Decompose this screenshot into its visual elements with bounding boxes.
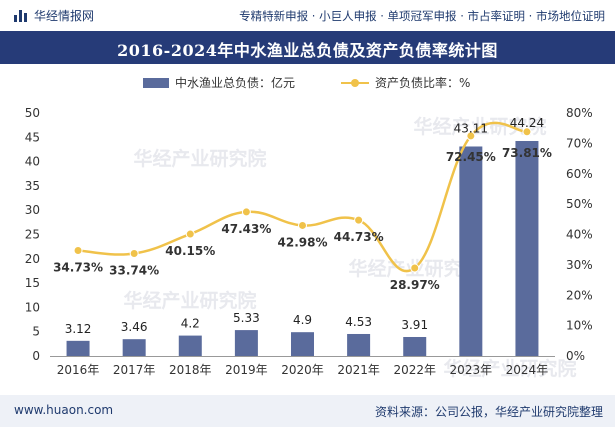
x-tick-label: 2023年 [450, 363, 493, 377]
y-left-tick-label: 20 [25, 252, 40, 266]
bar [403, 336, 427, 356]
y-right-tick-label: 40% [566, 228, 593, 242]
bar [515, 140, 539, 356]
y-right-tick-label: 20% [566, 288, 593, 302]
watermark-text: 华经产业研究院 [123, 289, 256, 312]
y-left-tick-label: 25 [25, 228, 40, 242]
ratio-point [466, 131, 476, 141]
x-tick-label: 2020年 [281, 363, 324, 377]
watermark-text: 华经产业研究院 [133, 147, 266, 170]
x-tick-label: 2022年 [393, 363, 436, 377]
ratio-point [73, 246, 83, 256]
ratio-value-label: 42.98% [278, 235, 328, 249]
y-right-tick-label: 0% [566, 349, 585, 363]
x-tick-label: 2024年 [506, 363, 549, 377]
y-left-tick-label: 35 [25, 179, 40, 193]
brand[interactable]: 华经情报网 [14, 7, 94, 24]
brand-name: 华经情报网 [34, 9, 95, 23]
y-right-tick-label: 10% [566, 319, 593, 333]
y-right-tick-label: 70% [566, 136, 593, 150]
chart-canvas: 华经产业研究院华经产业研究院华经产业研究院华经产业研究院华经产业研究院 2016… [25, 106, 593, 380]
bar-value-label: 3.91 [401, 318, 428, 332]
legend-item-ratio: 资产负债比率：% [341, 74, 470, 91]
bar-value-label: 4.9 [293, 313, 312, 327]
y-left-tick-label: 40 [25, 155, 40, 169]
ratio-value-label: 44.73% [334, 230, 384, 244]
bar-value-label: 5.33 [233, 311, 260, 325]
y-right-tick-label: 50% [566, 197, 593, 211]
service-tagline: 专精特新申报 · 小巨人申报 · 单项冠军申报 · 市占率证明 · 市场地位证明 [239, 9, 605, 23]
ratio-point [354, 215, 364, 225]
ratio-point [129, 249, 139, 259]
ratio-point [522, 127, 532, 137]
y-left-tick-label: 45 [25, 130, 40, 144]
footer-url[interactable]: www.huaon.com [14, 403, 114, 417]
ratio-point [298, 220, 307, 230]
y-right-tick-label: 80% [566, 106, 593, 120]
ratio-line [77, 121, 528, 273]
bar [347, 333, 371, 356]
y-left-tick-label: 5 [32, 325, 40, 339]
title-bar: 2016-2024年中水渔业总负债及资产负债率统计图 [0, 31, 615, 64]
x-tick-label: 2016年 [57, 363, 100, 377]
ratio-value-label: 28.97% [390, 278, 440, 292]
y-left-tick-label: 15 [25, 276, 40, 290]
bar [66, 340, 90, 356]
bar-chart-logo-icon [14, 9, 28, 22]
legend-bar-swatch [143, 77, 169, 88]
ratio-point [410, 263, 420, 273]
legend-label-ratio: 资产负债比率：% [375, 76, 471, 90]
chart-legend: 中水渔业总负债：亿元 资产负债比率：% [0, 72, 615, 92]
ratio-value-label: 72.45% [446, 150, 496, 164]
y-left-tick-label: 30 [25, 203, 40, 217]
chart-title: 2016-2024年中水渔业总负债及资产负债率统计图 [117, 41, 498, 60]
x-tick-label: 2018年 [169, 363, 212, 377]
ratio-point [185, 229, 195, 239]
bar-value-label: 4.2 [181, 317, 200, 331]
legend-label-debt: 中水渔业总负债：亿元 [175, 76, 296, 90]
ratio-value-label: 40.15% [165, 244, 215, 258]
top-bar: 华经情报网 专精特新申报 · 小巨人申报 · 单项冠军申报 · 市占率证明 · … [0, 0, 615, 31]
y-right-tick-label: 30% [566, 258, 593, 272]
bar-value-label: 3.46 [121, 320, 148, 334]
legend-item-debt: 中水渔业总负债：亿元 [143, 74, 295, 91]
bar-value-label: 43.11 [454, 121, 488, 135]
x-tick-label: 2021年 [337, 363, 380, 377]
legend-line-swatch [341, 78, 369, 88]
ratio-point [241, 207, 251, 217]
y-left-tick-label: 0 [32, 349, 40, 363]
footer: www.huaon.com 资料来源：公司公报，华经产业研究院整理 [0, 395, 615, 427]
bar [459, 146, 483, 356]
source-note: 资料来源：公司公报，华经产业研究院整理 [374, 405, 603, 419]
y-right-tick-label: 60% [566, 167, 593, 181]
bar-value-label: 3.12 [65, 322, 92, 336]
ratio-value-label: 47.43% [221, 222, 271, 236]
ratio-value-label: 34.73% [53, 261, 103, 275]
bar [291, 332, 314, 356]
ratio-value-label: 73.81% [502, 146, 552, 160]
x-tick-label: 2019年 [225, 363, 268, 377]
bar [178, 335, 202, 356]
y-left-tick-label: 50 [25, 106, 40, 120]
watermark-text: 华经产业研究院 [443, 357, 576, 380]
bar-value-label: 44.24 [510, 116, 544, 130]
y-left-tick-label: 10 [25, 300, 40, 314]
x-tick-label: 2017年 [113, 363, 156, 377]
bar [234, 330, 258, 356]
bar-value-label: 4.53 [345, 315, 372, 329]
ratio-value-label: 33.74% [109, 264, 159, 278]
bar [122, 339, 146, 356]
